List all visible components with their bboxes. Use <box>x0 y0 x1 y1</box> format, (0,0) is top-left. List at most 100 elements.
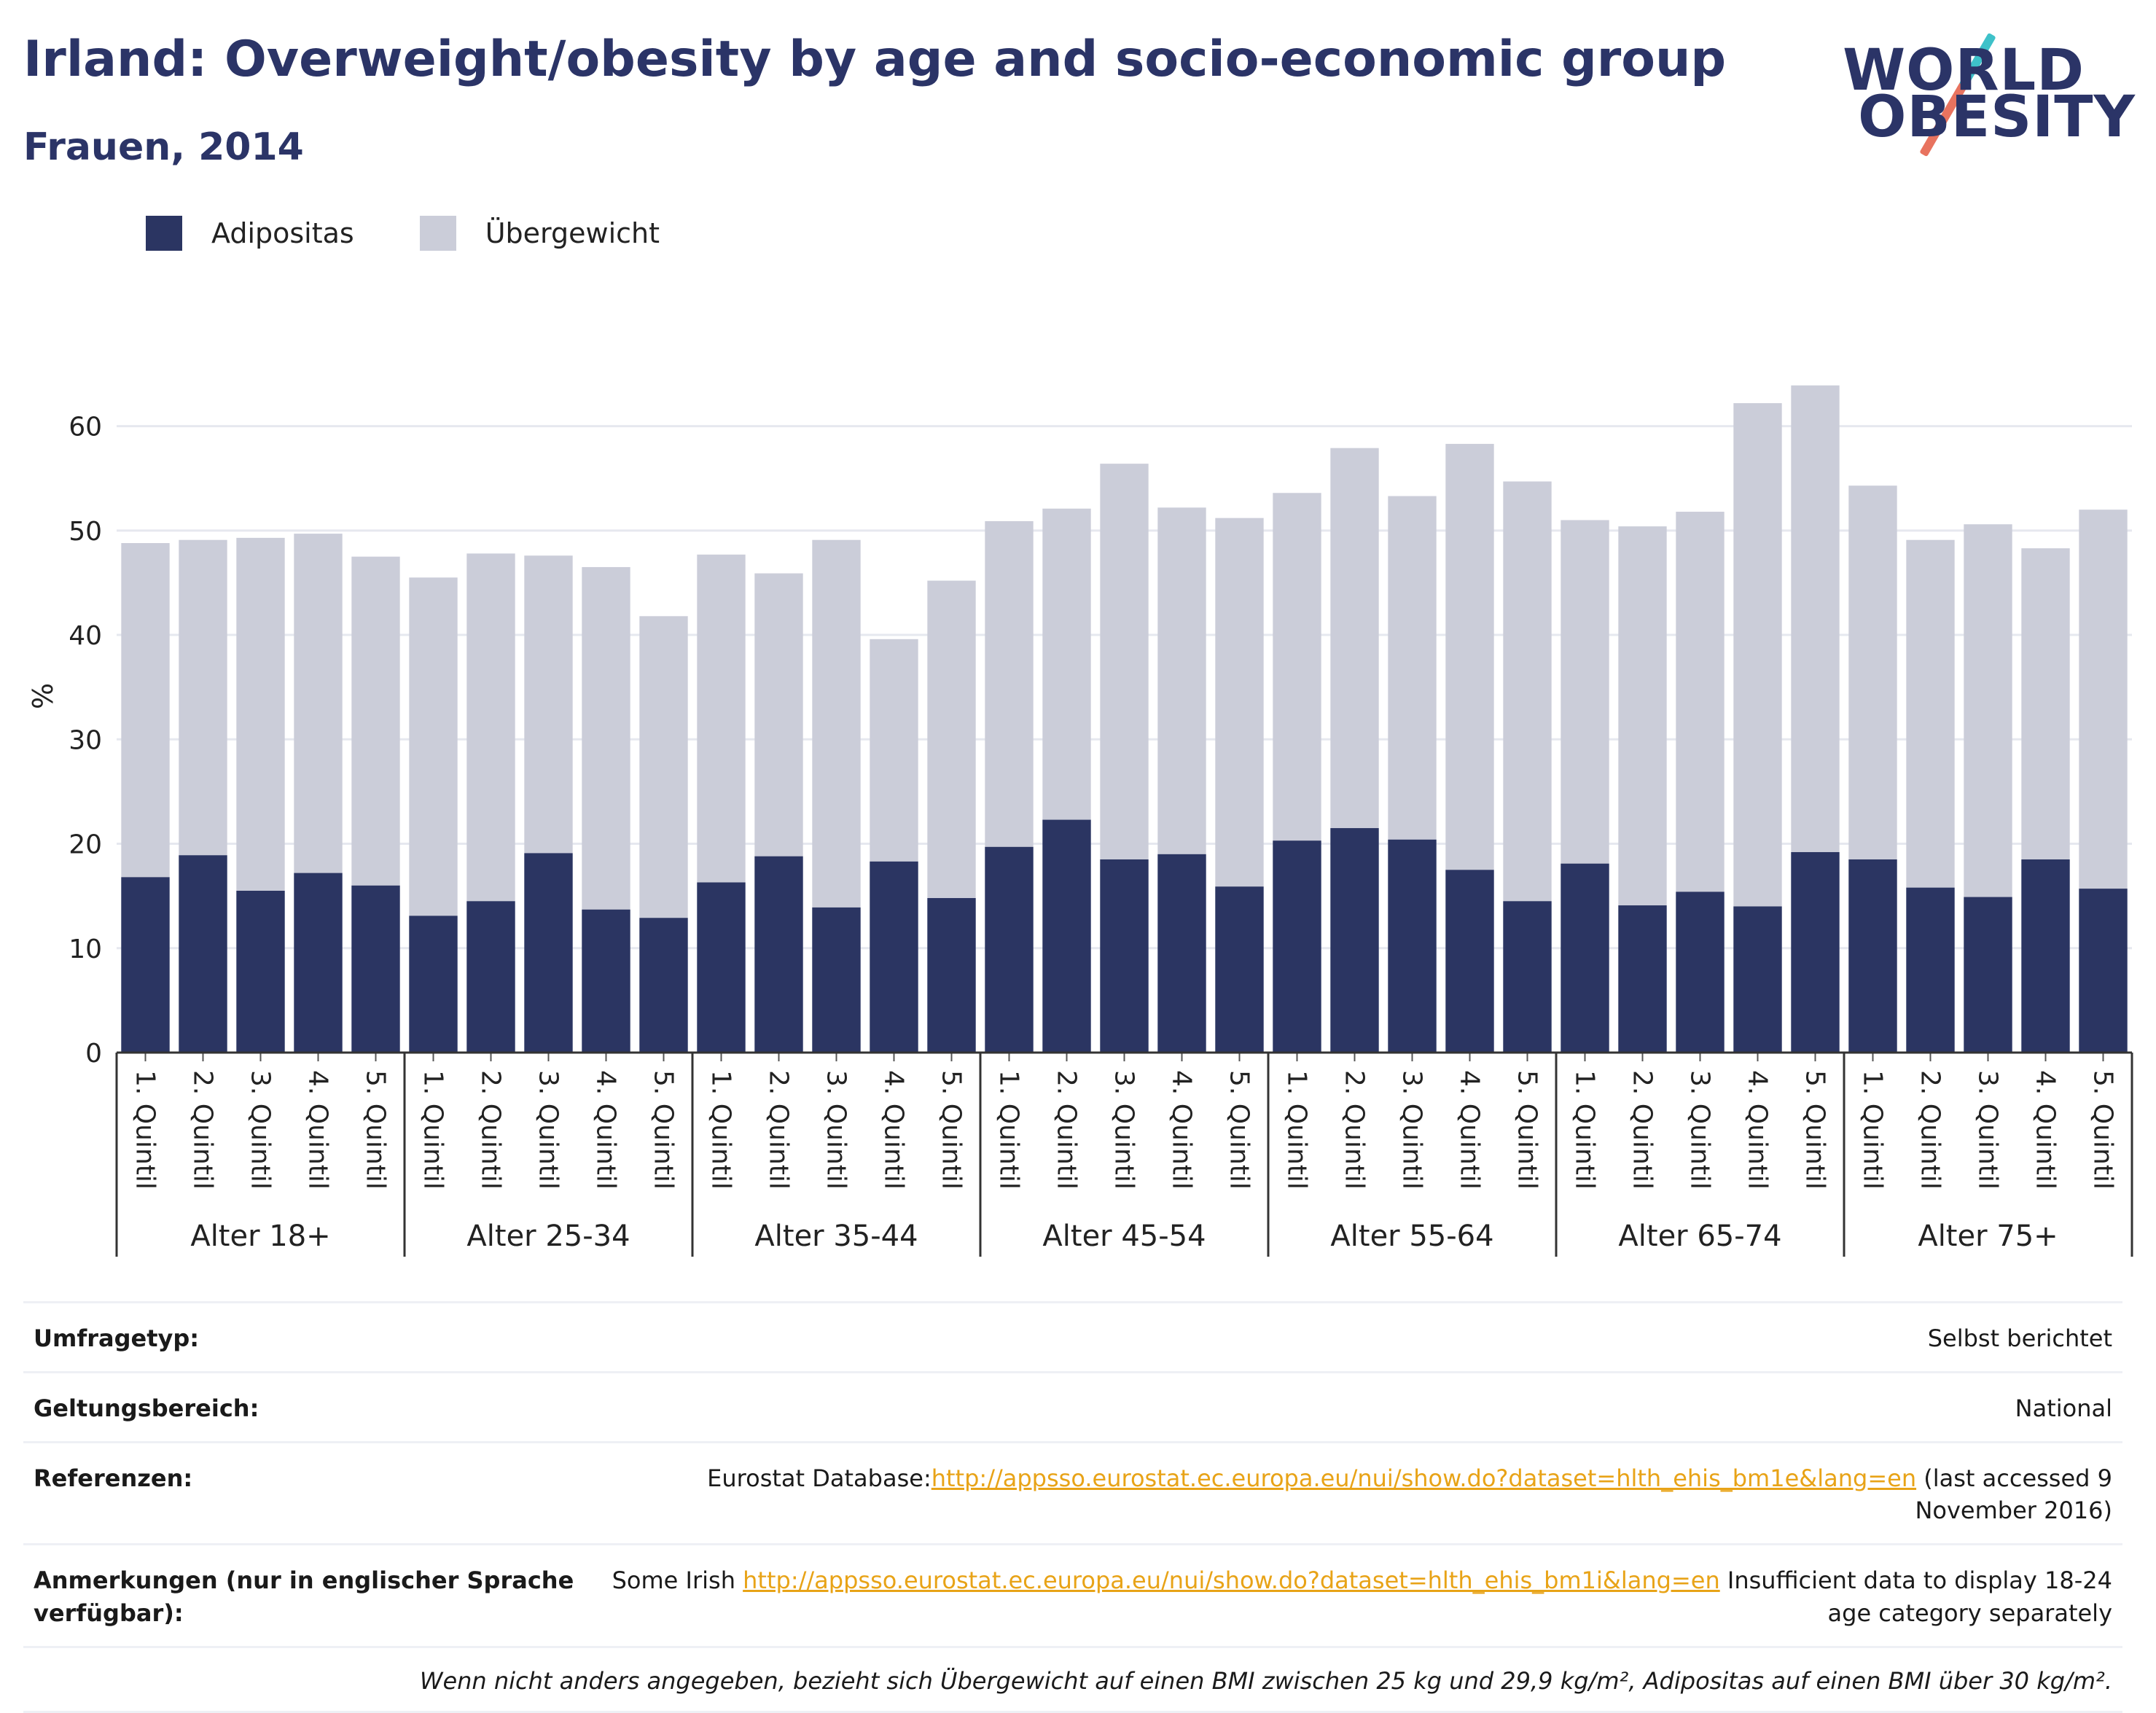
bar-adipositas <box>1848 859 1897 1053</box>
bar-adipositas <box>870 861 918 1053</box>
x-category-label: 2. Quintil <box>1628 1070 1657 1190</box>
bar-adipositas <box>697 882 746 1053</box>
bar-adipositas <box>1503 901 1552 1053</box>
legend-swatch-uebergewicht <box>419 216 456 251</box>
x-category-label: 3. Quintil <box>1109 1070 1139 1190</box>
bar-adipositas <box>1042 819 1091 1053</box>
x-category-label: 3. Quintil <box>534 1070 563 1190</box>
references-value: Eurostat Database:http://appsso.eurostat… <box>587 1462 2112 1528</box>
chart-legend: Adipositas Übergewicht <box>146 216 725 251</box>
page-subtitle: Frauen, 2014 <box>23 125 304 169</box>
x-category-label: 4. Quintil <box>1455 1070 1485 1190</box>
bar-adipositas <box>1618 905 1667 1053</box>
bar-adipositas <box>1964 897 2012 1053</box>
scope-label: Geltungsbereich: <box>34 1394 259 1422</box>
legend-swatch-adipositas <box>146 216 182 251</box>
bar-adipositas <box>927 898 976 1053</box>
stacked-bar-chart: 0 10 20 30 40 50 60% 1. Quintil 2. Quintil 3. Qui… <box>27 385 2133 1257</box>
bar-adipositas <box>179 855 227 1053</box>
logo-word-world: WORLD <box>1843 38 2085 104</box>
references-suffix: (last accessed 9 November 2016) <box>1915 1464 2112 1525</box>
x-category-label: 2. Quintil <box>1340 1070 1370 1190</box>
y-tick-label: 40 <box>69 621 102 651</box>
x-group-label: Alter 35-44 <box>754 1220 918 1253</box>
x-category-label: 2. Quintil <box>1915 1070 1945 1190</box>
y-tick-label: 0 <box>85 1039 102 1069</box>
world-obesity-logo: WORLD OBESITY <box>1843 29 2136 157</box>
bar-adipositas <box>2079 889 2128 1053</box>
bar-adipositas <box>294 873 343 1053</box>
x-group-label: Alter 65-74 <box>1618 1220 1781 1253</box>
x-group-label: Alter 18+ <box>190 1220 330 1253</box>
x-category-label: 5. Quintil <box>1225 1070 1254 1190</box>
bar-adipositas <box>639 918 688 1053</box>
x-category-label: 5. Quintil <box>361 1070 391 1190</box>
y-tick-label: 60 <box>69 413 102 442</box>
bar-adipositas <box>1273 840 1321 1053</box>
x-category-label: 3. Quintil <box>246 1070 276 1190</box>
references-label: Referenzen: <box>34 1464 193 1492</box>
bar-adipositas <box>351 885 400 1053</box>
info-row-scope: Geltungsbereich: National <box>23 1370 2122 1441</box>
bar-adipositas <box>466 901 515 1053</box>
x-category-label: 2. Quintil <box>1052 1070 1082 1190</box>
x-category-label: 1. Quintil <box>994 1070 1024 1190</box>
bar-adipositas <box>236 890 285 1053</box>
notes-suffix: Insufficient data to display 18-24 age c… <box>1719 1566 2112 1627</box>
x-category-label: 1. Quintil <box>418 1070 448 1190</box>
x-category-label: 3. Quintil <box>821 1070 851 1190</box>
x-category-label: 4. Quintil <box>1743 1070 1773 1190</box>
bar-adipositas <box>1676 891 1725 1053</box>
bar-adipositas <box>121 877 170 1053</box>
legend-label-uebergewicht: Übergewicht <box>485 217 660 249</box>
x-group-label: Alter 55-64 <box>1330 1220 1493 1253</box>
bar-adipositas <box>1330 828 1379 1053</box>
info-row-references: Referenzen: Eurostat Database:http://app… <box>23 1440 2122 1544</box>
scope-value: National <box>2015 1394 2112 1422</box>
legend-label-adipositas: Adipositas <box>211 217 354 249</box>
x-category-label: 4. Quintil <box>2031 1070 2061 1190</box>
legend-item-uebergewicht[interactable]: Übergewicht <box>419 216 660 251</box>
bar-adipositas <box>985 846 1034 1053</box>
x-category-label: 1. Quintil <box>706 1070 736 1190</box>
x-category-label: 2. Quintil <box>764 1070 794 1190</box>
y-tick-label: 30 <box>69 725 102 755</box>
bar-adipositas <box>582 909 630 1053</box>
bar-adipositas <box>754 856 803 1053</box>
info-row-footnote: Wenn nicht anders angegeben, bezieht sic… <box>23 1645 2122 1713</box>
x-category-label: 3. Quintil <box>1685 1070 1715 1190</box>
x-category-label: 5. Quintil <box>649 1070 679 1190</box>
bar-adipositas <box>1733 906 1782 1053</box>
x-category-label: 1. Quintil <box>1282 1070 1312 1190</box>
notes-prefix: Some Irish <box>612 1566 743 1595</box>
references-link[interactable]: http://appsso.eurostat.ec.europa.eu/nui/… <box>931 1464 1917 1492</box>
x-category-label: 5. Quintil <box>1800 1070 1830 1190</box>
notes-value: Some Irish http://appsso.eurostat.ec.eur… <box>587 1564 2112 1630</box>
bar-adipositas <box>1100 859 1149 1053</box>
footnote: Wenn nicht anders angegeben, bezieht sic… <box>419 1666 2112 1695</box>
x-category-label: 3. Quintil <box>1397 1070 1427 1190</box>
notes-label: Anmerkungen (nur in englischer Sprache v… <box>34 1566 574 1627</box>
x-group-label: Alter 25-34 <box>466 1220 630 1253</box>
bar-adipositas <box>1906 887 1955 1053</box>
y-tick-label: 10 <box>69 934 102 964</box>
x-category-label: 5. Quintil <box>1512 1070 1542 1190</box>
bar-adipositas <box>2021 859 2070 1053</box>
bar-adipositas <box>1388 839 1437 1053</box>
info-table: Umfragetyp: Selbst berichtet Geltungsber… <box>23 1301 2122 1713</box>
references-prefix: Eurostat Database: <box>707 1464 931 1492</box>
legend-item-adipositas[interactable]: Adipositas <box>146 216 354 251</box>
page-title: Irland: Overweight/obesity by age and so… <box>23 31 1727 88</box>
x-category-label: 4. Quintil <box>1167 1070 1197 1190</box>
y-tick-label: 50 <box>69 517 102 547</box>
bar-adipositas <box>1215 886 1264 1053</box>
x-group-label: Alter 75+ <box>1918 1220 2058 1253</box>
survey-type-label: Umfragetyp: <box>34 1324 200 1352</box>
info-row-notes: Anmerkungen (nur in englischer Sprache v… <box>23 1543 2122 1646</box>
x-category-label: 5. Quintil <box>2088 1070 2118 1190</box>
x-category-label: 2. Quintil <box>188 1070 218 1190</box>
x-category-label: 5. Quintil <box>937 1070 966 1190</box>
x-category-label: 4. Quintil <box>303 1070 333 1190</box>
notes-link[interactable]: http://appsso.eurostat.ec.europa.eu/nui/… <box>743 1566 1720 1595</box>
survey-type-value: Selbst berichtet <box>1927 1324 2112 1352</box>
